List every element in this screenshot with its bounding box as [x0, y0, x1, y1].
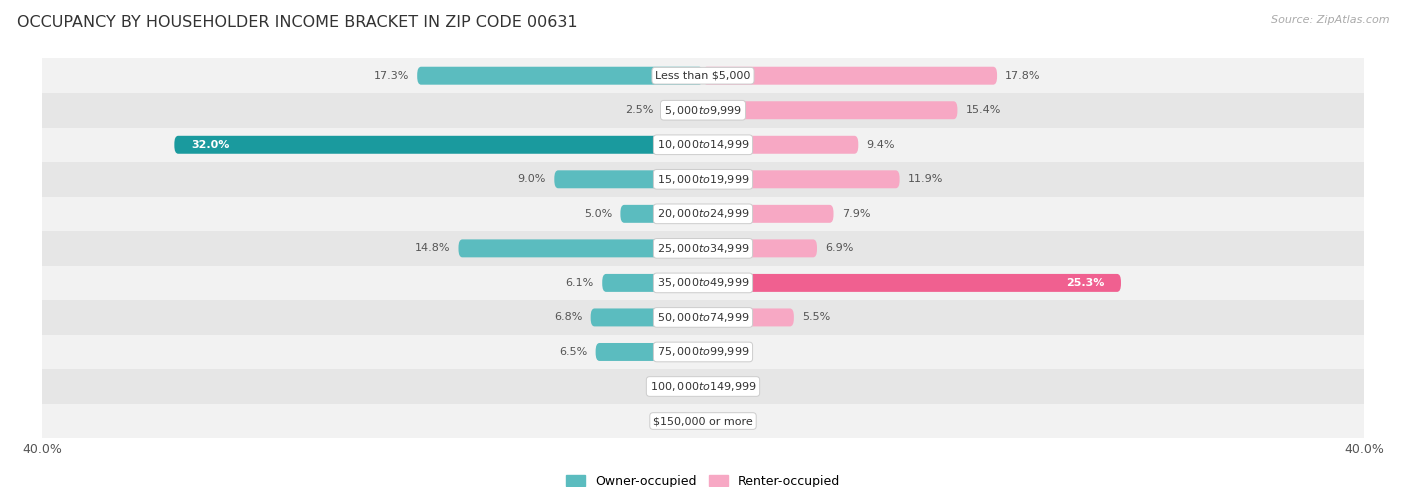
Text: 6.5%: 6.5%: [560, 347, 588, 357]
FancyBboxPatch shape: [602, 274, 703, 292]
Text: $10,000 to $14,999: $10,000 to $14,999: [657, 138, 749, 151]
Text: $15,000 to $19,999: $15,000 to $19,999: [657, 173, 749, 186]
Bar: [42, 335, 1364, 369]
FancyBboxPatch shape: [591, 308, 703, 326]
Bar: [42, 231, 1364, 265]
Text: OCCUPANCY BY HOUSEHOLDER INCOME BRACKET IN ZIP CODE 00631: OCCUPANCY BY HOUSEHOLDER INCOME BRACKET …: [17, 15, 578, 30]
Text: Source: ZipAtlas.com: Source: ZipAtlas.com: [1271, 15, 1389, 25]
Text: 0.0%: 0.0%: [711, 416, 740, 426]
Bar: [42, 128, 1364, 162]
FancyBboxPatch shape: [458, 240, 703, 257]
Text: 5.5%: 5.5%: [801, 313, 831, 322]
Bar: [42, 197, 1364, 231]
FancyBboxPatch shape: [662, 101, 703, 119]
Text: 32.0%: 32.0%: [191, 140, 229, 150]
Text: 17.8%: 17.8%: [1005, 71, 1040, 81]
Text: 2.5%: 2.5%: [626, 105, 654, 115]
Text: 14.8%: 14.8%: [415, 244, 450, 253]
Text: $50,000 to $74,999: $50,000 to $74,999: [657, 311, 749, 324]
Text: $20,000 to $24,999: $20,000 to $24,999: [657, 207, 749, 220]
FancyBboxPatch shape: [703, 240, 817, 257]
Bar: [42, 369, 1364, 404]
Text: 9.0%: 9.0%: [517, 174, 546, 184]
Text: $25,000 to $34,999: $25,000 to $34,999: [657, 242, 749, 255]
FancyBboxPatch shape: [418, 67, 703, 85]
Text: $75,000 to $99,999: $75,000 to $99,999: [657, 345, 749, 358]
Text: 6.9%: 6.9%: [825, 244, 853, 253]
Text: $150,000 or more: $150,000 or more: [654, 416, 752, 426]
Bar: [42, 58, 1364, 93]
Bar: [42, 93, 1364, 128]
FancyBboxPatch shape: [703, 274, 1121, 292]
Text: 17.3%: 17.3%: [374, 71, 409, 81]
FancyBboxPatch shape: [554, 170, 703, 188]
FancyBboxPatch shape: [596, 343, 703, 361]
Text: 25.3%: 25.3%: [1066, 278, 1105, 288]
FancyBboxPatch shape: [703, 136, 858, 154]
Bar: [42, 162, 1364, 197]
Text: $100,000 to $149,999: $100,000 to $149,999: [650, 380, 756, 393]
Text: $35,000 to $49,999: $35,000 to $49,999: [657, 277, 749, 289]
Bar: [42, 404, 1364, 438]
FancyBboxPatch shape: [703, 205, 834, 223]
Text: $5,000 to $9,999: $5,000 to $9,999: [664, 104, 742, 117]
Text: 0.0%: 0.0%: [711, 347, 740, 357]
Text: 6.1%: 6.1%: [565, 278, 593, 288]
FancyBboxPatch shape: [620, 205, 703, 223]
Text: 11.9%: 11.9%: [908, 174, 943, 184]
Legend: Owner-occupied, Renter-occupied: Owner-occupied, Renter-occupied: [561, 470, 845, 487]
Text: 0.0%: 0.0%: [666, 381, 695, 392]
Text: 7.9%: 7.9%: [842, 209, 870, 219]
FancyBboxPatch shape: [703, 101, 957, 119]
FancyBboxPatch shape: [703, 308, 794, 326]
Text: 6.8%: 6.8%: [554, 313, 582, 322]
FancyBboxPatch shape: [703, 67, 997, 85]
Text: 5.0%: 5.0%: [583, 209, 612, 219]
Text: 0.0%: 0.0%: [711, 381, 740, 392]
Text: Less than $5,000: Less than $5,000: [655, 71, 751, 81]
Bar: [42, 300, 1364, 335]
FancyBboxPatch shape: [703, 170, 900, 188]
Bar: [42, 265, 1364, 300]
Text: 0.0%: 0.0%: [666, 416, 695, 426]
Text: 15.4%: 15.4%: [966, 105, 1001, 115]
Text: 9.4%: 9.4%: [866, 140, 896, 150]
FancyBboxPatch shape: [174, 136, 703, 154]
